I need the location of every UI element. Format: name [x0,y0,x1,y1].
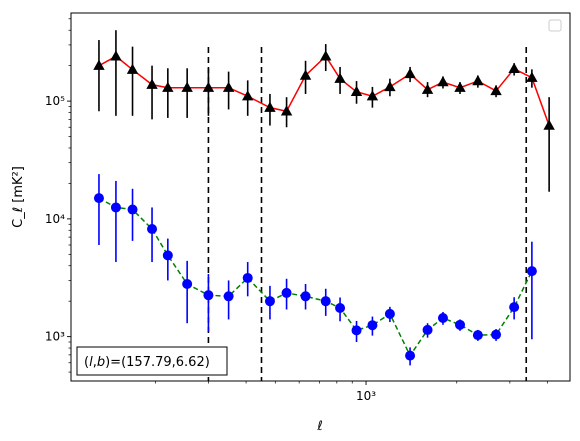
data-point [455,319,466,330]
data-point [93,59,105,70]
legend-box [548,19,562,32]
data-point [491,329,502,340]
data-point [202,81,215,92]
data-point [437,76,449,87]
series-0 [93,30,555,192]
data-point [110,50,122,61]
data-point [110,202,121,213]
data-point [405,350,416,361]
data-point [182,278,193,289]
data-point [454,81,466,92]
y-tick-label: 10⁴ [45,212,65,226]
data-point [300,291,311,302]
data-point [162,81,174,92]
data-point [351,325,362,336]
data-point [203,290,214,301]
data-point [526,266,537,277]
plot-frame [70,12,571,382]
annotation-part: b [97,355,105,370]
annotation-part: l [89,355,93,370]
data-point [147,224,158,235]
series-1 [93,174,537,366]
data-point [334,72,346,83]
y-tick-label: 10³ [45,330,65,344]
data-point [509,302,520,313]
data-point [421,83,434,94]
data-point [126,63,139,74]
data-point [146,78,158,89]
data-point [384,308,395,319]
data-point [404,67,416,79]
data-point [280,105,293,116]
data-point [127,204,138,215]
x-tick-label: 10³ [356,389,376,403]
series-layer [93,30,555,366]
data-point [222,81,235,92]
y-tick-label: 10⁵ [45,94,65,108]
data-point [508,62,520,74]
annotation-part: )=(157.79,6.62) [105,355,210,370]
data-point [472,330,483,341]
data-point [490,84,502,96]
y-axis-label: C_ℓ [mK²] [11,166,26,228]
data-point [422,324,433,335]
data-point [320,50,332,61]
x-axis-label: ℓ [316,419,322,434]
data-point [264,296,275,307]
data-point [335,303,346,314]
data-point [526,71,538,82]
data-point [242,90,254,101]
data-point [242,272,253,283]
data-point [367,320,378,331]
data-point [223,291,234,302]
annotation-frame [76,346,228,376]
annotation-text: (l,b)=(157.79,6.62) [84,355,210,370]
data-point [384,80,396,92]
annotation-box: (l,b)=(157.79,6.62) [76,346,228,376]
data-point [366,90,379,101]
data-point [543,119,555,130]
ticks-layer: 10³ 10⁴ 10⁵ 10³ [45,18,548,403]
data-point [162,250,173,261]
data-point [93,193,104,204]
data-point [181,81,193,92]
plot-area [71,13,570,381]
annotation-part: , [93,355,97,370]
data-point [281,287,292,298]
data-point [264,101,276,112]
data-point [437,312,448,323]
data-point [299,69,312,80]
data-point [472,75,484,86]
data-point [350,85,363,96]
data-point [320,296,331,307]
annotation-part: ( [84,355,89,370]
